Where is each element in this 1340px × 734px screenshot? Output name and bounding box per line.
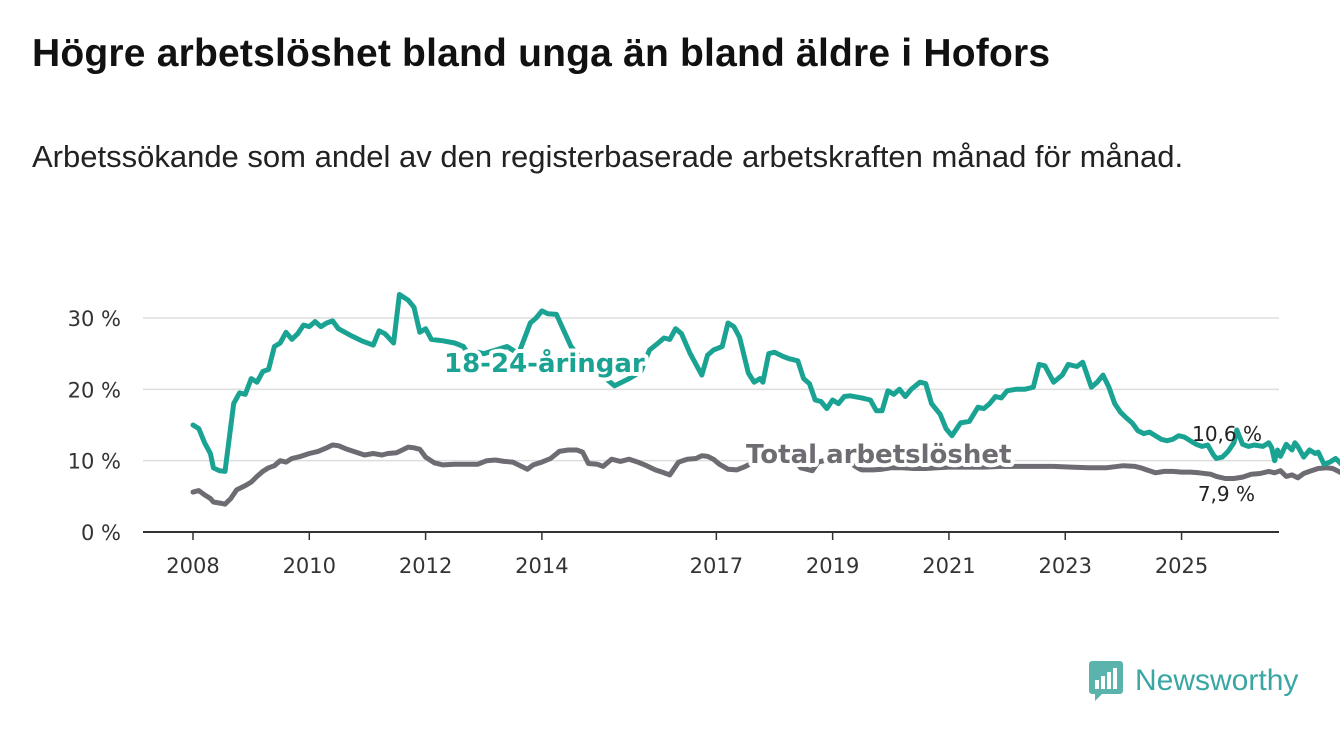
newsworthy-logo-text: Newsworthy [1135,664,1299,697]
y-tick-label-10: 10 % [68,450,121,474]
x-tick-label-2017: 2017 [690,554,743,578]
series-labels: 18-24-åringar Total arbetslöshet 10,6 % … [440,343,1262,506]
x-tick-label-2025: 2025 [1155,554,1208,578]
series-label-youth: 18-24-åringar [444,347,645,379]
chart-subtitle: Arbetssökande som andel av den registerb… [32,139,1184,174]
end-label-youth: 10,6 % [1192,422,1262,446]
y-tick-label-30: 30 % [68,307,121,331]
newsworthy-logo: Newsworthy [1089,661,1298,701]
x-tick-label-2014: 2014 [515,554,568,578]
series-label-total: Total arbetslöshet [746,440,1011,470]
x-tick-label-2021: 2021 [922,554,975,578]
end-label-total: 7,9 % [1198,482,1255,506]
series-line-youth [190,292,1340,474]
series-line-total [190,442,1340,507]
x-tick-label-2010: 2010 [283,554,336,578]
x-tick-label-2023: 2023 [1039,554,1092,578]
series-lines [190,292,1340,507]
x-tick-label-2008: 2008 [166,554,219,578]
chart-title: Högre arbetslöshet bland unga än bland ä… [32,32,1051,75]
x-tick-label-2012: 2012 [399,554,452,578]
axes: 0 % 10 % 20 % 30 % 2008 2010 2012 2014 2017 2019 2… [68,307,1279,578]
newsworthy-logo-icon [1089,661,1123,701]
x-tick-label-2019: 2019 [806,554,859,578]
y-tick-label-20: 20 % [68,378,121,402]
y-tick-label-0: 0 % [81,521,121,545]
